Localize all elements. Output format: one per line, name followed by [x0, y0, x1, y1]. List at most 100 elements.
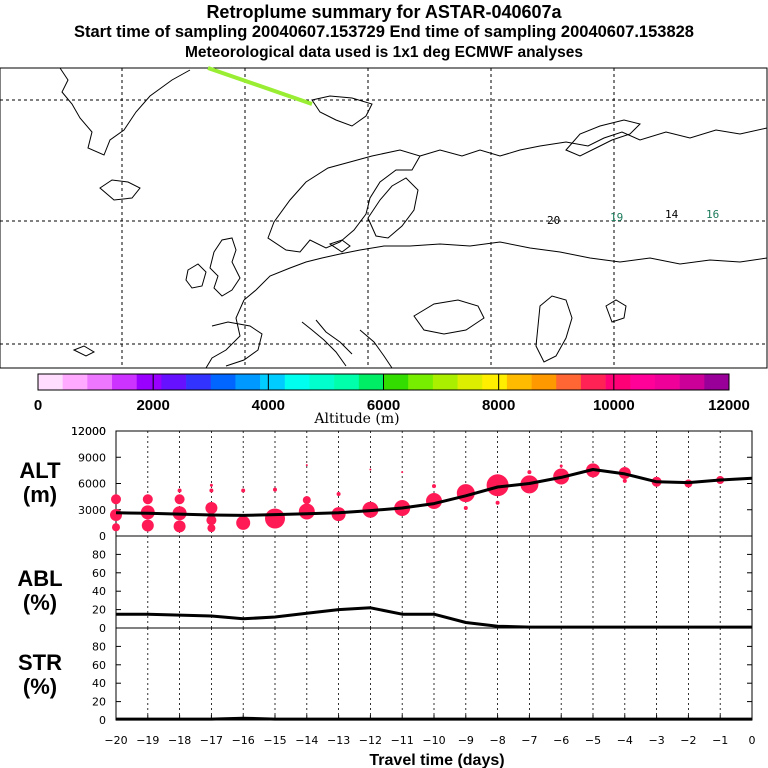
y-tick-label: 12000 — [71, 425, 106, 438]
colorbar-swatch — [630, 374, 656, 390]
colorbar-swatch — [112, 374, 138, 390]
colorbar-tick-label: 10000 — [593, 397, 635, 414]
colorbar-swatch — [210, 374, 236, 390]
plume-marker — [486, 474, 509, 497]
y-tick-label: 60 — [92, 659, 106, 672]
colorbar-swatch — [432, 374, 458, 390]
plume-marker — [305, 464, 308, 467]
plume-marker — [559, 464, 563, 468]
x-axis-title: Travel time (days) — [369, 752, 504, 768]
map-panel: 20 19 14 16 — [0, 66, 768, 369]
x-tick-label: −9 — [458, 734, 474, 747]
colorbar-swatch — [654, 374, 680, 390]
plume-marker — [236, 515, 251, 530]
x-tick-label: −12 — [359, 734, 382, 747]
y-axis-label: (m) — [23, 482, 57, 507]
y-tick-label: 3000 — [78, 504, 106, 517]
y-tick-label: 0 — [99, 530, 106, 543]
y-tick-label: 0 — [99, 714, 106, 727]
plume-marker — [527, 470, 532, 475]
y-tick-label: 20 — [92, 604, 106, 617]
x-tick-label: −6 — [553, 734, 569, 747]
colorbar-swatch — [62, 374, 88, 390]
x-tick-label: −20 — [104, 734, 127, 747]
x-tick-label: −10 — [422, 734, 445, 747]
plume-marker — [206, 515, 217, 526]
plume-marker — [177, 488, 182, 493]
y-tick-label: 60 — [92, 567, 106, 580]
y-tick-label: 80 — [92, 640, 106, 653]
x-tick-label: −13 — [327, 734, 350, 747]
plume-marker — [432, 484, 436, 489]
meteo-source: Meteorological data used is 1x1 deg ECMW… — [185, 44, 583, 61]
colorbar-swatch — [161, 374, 187, 390]
x-tick-label: −3 — [648, 734, 664, 747]
colorbar-swatch — [383, 374, 409, 390]
y-axis-label: ALT — [19, 458, 61, 483]
x-tick-label: −1 — [712, 734, 728, 747]
colorbar-tick-label: 6000 — [367, 397, 400, 414]
y-axis-label: ABL — [17, 566, 62, 591]
x-tick-label: −14 — [295, 734, 318, 747]
plume-marker — [209, 488, 214, 493]
colorbar-swatch — [605, 374, 631, 390]
plume-marker — [241, 488, 246, 493]
colorbar-swatch — [457, 374, 483, 390]
plume-marker — [401, 471, 404, 474]
x-tick-label: −19 — [136, 734, 159, 747]
panel-abl: 0 20 40 60 80 ABL(%) — [17, 535, 753, 635]
plume-marker — [142, 494, 153, 505]
y-axis-label: (%) — [23, 590, 57, 615]
colorbar-tick-label: 4000 — [252, 397, 285, 414]
day-label-19: 19 — [610, 211, 623, 224]
colorbar-tick-labels: 0 2000 4000 6000 8000 10000 12000 — [34, 374, 750, 414]
colorbar-swatch — [235, 374, 261, 390]
y-tick-label: 0 — [99, 622, 106, 635]
x-tick-label: −18 — [168, 734, 191, 747]
colorbar-swatch — [679, 374, 705, 390]
plume-marker — [273, 487, 277, 492]
x-tick-label: −15 — [263, 734, 286, 747]
colorbar-tick-label: 2000 — [136, 397, 169, 414]
sampling-times: Start time of sampling 20040607.153729 E… — [74, 23, 694, 41]
y-tick-label: 12000 — [71, 425, 106, 438]
colorbar-tick-label: 0 — [34, 397, 42, 414]
plume-marker — [207, 524, 216, 533]
time-series-panels: 03000600090001200012000ALT(m)020406080AB… — [17, 425, 755, 747]
colorbar-swatch — [309, 374, 335, 390]
plume-marker — [112, 523, 120, 532]
colorbar-swatch — [531, 374, 557, 390]
y-tick-label: 20 — [92, 696, 106, 709]
colorbar-swatch — [87, 374, 113, 390]
colorbar-swatch — [334, 374, 360, 390]
series-line — [115, 468, 753, 517]
plume-marker — [265, 508, 285, 529]
plume-marker — [173, 520, 186, 533]
x-tick-label: −16 — [232, 734, 255, 747]
plume-marker — [174, 494, 185, 505]
x-tick-label: 0 — [749, 734, 756, 747]
day-label-20: 20 — [547, 214, 560, 227]
plume-marker — [495, 500, 500, 505]
colorbar-swatch — [408, 374, 434, 390]
x-axis: −20 −19 −18 −17 −16 −15 −14 −13 −12 −11 −10 −9 −8 −7−… — [104, 715, 756, 747]
y-tick-label: 40 — [92, 677, 106, 690]
map-coastlines — [59, 67, 768, 369]
plume-marker — [298, 503, 315, 520]
colorbar-swatch — [284, 374, 310, 390]
plume-marker — [622, 478, 627, 483]
plume-track — [207, 66, 313, 106]
y-axis-label: STR — [18, 650, 62, 675]
y-tick-label: 40 — [92, 585, 106, 598]
colorbar-swatch — [482, 374, 508, 390]
plume-marker — [369, 468, 372, 471]
y-tick-label: 80 — [92, 548, 106, 561]
plume-marker — [141, 519, 154, 532]
x-tick-label: −2 — [680, 734, 696, 747]
y-tick-label: 9000 — [78, 451, 106, 464]
plume-marker — [209, 483, 213, 487]
colorbar-swatch — [556, 374, 582, 390]
y-tick-label: 6000 — [78, 478, 106, 491]
x-tick-label: −4 — [617, 734, 633, 747]
